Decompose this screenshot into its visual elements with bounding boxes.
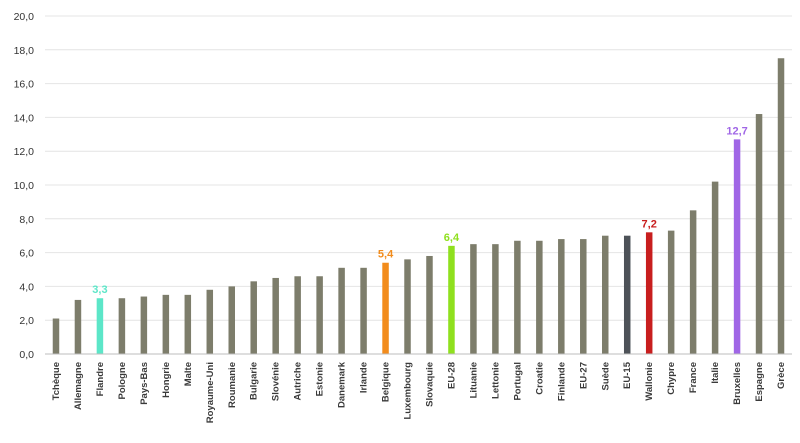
bar bbox=[404, 259, 411, 354]
bar bbox=[426, 255, 433, 354]
x-tick-label: Pays-Bas bbox=[139, 362, 150, 405]
x-tick-label: Espagne bbox=[754, 362, 765, 402]
y-tick-label: 20,0 bbox=[14, 11, 35, 23]
bar bbox=[338, 267, 345, 354]
x-tick-label: Lettonie bbox=[490, 362, 501, 399]
y-tick-label: 4,0 bbox=[19, 281, 34, 293]
x-tick-label: Slovaquie bbox=[424, 362, 435, 407]
x-tick-label: Suède bbox=[600, 362, 611, 391]
bar bbox=[470, 244, 477, 354]
bar bbox=[52, 318, 60, 354]
bar bbox=[667, 230, 675, 354]
x-tick-label: Flandre bbox=[95, 362, 106, 396]
y-tick-label: 0,0 bbox=[19, 349, 34, 361]
bar bbox=[206, 289, 214, 354]
y-axis-ticks: 0,0 2,0 4,0 6,0 8,0 10,0 12,0 14,0 16,0 18,0 20,0 bbox=[14, 11, 35, 361]
x-tick-label: Grèce bbox=[776, 362, 787, 389]
bar bbox=[602, 235, 609, 354]
x-tick-label: Bruxelles bbox=[732, 362, 743, 405]
bar bbox=[140, 296, 148, 354]
bar bbox=[316, 276, 323, 354]
data-label: 12,7 bbox=[726, 125, 747, 137]
bar bbox=[777, 58, 785, 354]
x-tick-label: Danemark bbox=[337, 361, 348, 408]
x-tick-label: Finlande bbox=[556, 362, 567, 401]
bar bbox=[96, 298, 104, 354]
bar bbox=[733, 139, 741, 354]
x-tick-label: EU-15 bbox=[622, 361, 633, 389]
bar bbox=[514, 240, 521, 354]
y-tick-label: 10,0 bbox=[14, 180, 35, 192]
bar bbox=[580, 239, 587, 354]
bar bbox=[294, 276, 301, 354]
x-tick-label: Luxembourg bbox=[403, 362, 414, 420]
y-tick-label: 16,0 bbox=[14, 79, 35, 91]
data-labels: 3,3 5,4 6,4 7,2 12,7 bbox=[92, 125, 748, 296]
data-label: 5,4 bbox=[378, 249, 394, 261]
y-tick-label: 18,0 bbox=[14, 45, 35, 57]
bar bbox=[623, 235, 631, 354]
x-tick-label: Croatie bbox=[534, 362, 545, 395]
bar bbox=[536, 240, 543, 354]
bar bbox=[250, 281, 257, 354]
bar bbox=[360, 267, 367, 354]
bar bbox=[272, 277, 279, 354]
x-tick-label: Allemagne bbox=[73, 362, 84, 410]
x-tick-label: Wallonie bbox=[644, 362, 655, 401]
y-tick-label: 14,0 bbox=[14, 112, 35, 124]
bar bbox=[711, 181, 719, 354]
x-tick-label: Slovénie bbox=[271, 362, 282, 401]
bar bbox=[448, 245, 455, 354]
x-tick-label: Irlande bbox=[359, 362, 370, 393]
y-tick-label: 12,0 bbox=[14, 146, 35, 158]
bar bbox=[228, 286, 235, 354]
x-tick-label: Tchèque bbox=[51, 362, 62, 400]
x-tick-label: Portugal bbox=[512, 362, 523, 401]
gridlines bbox=[45, 15, 792, 321]
x-axis-ticks: Tchèque Allemagne Flandre Pologne Pays-Bas Ho… bbox=[51, 361, 787, 423]
data-label: 3,3 bbox=[92, 284, 107, 296]
x-tick-label: France bbox=[688, 362, 699, 393]
bar bbox=[184, 294, 192, 354]
y-tick-label: 8,0 bbox=[19, 214, 34, 226]
x-tick-label: Malte bbox=[183, 362, 194, 386]
x-tick-label: Royaume-Uni bbox=[205, 362, 216, 423]
bar bbox=[118, 298, 126, 354]
x-tick-label: Hongrie bbox=[161, 362, 172, 398]
bar bbox=[755, 114, 763, 355]
bar bbox=[645, 232, 653, 354]
bars bbox=[52, 58, 785, 355]
y-tick-label: 2,0 bbox=[19, 315, 34, 327]
bar bbox=[558, 239, 565, 354]
x-tick-label: EU-28 bbox=[446, 362, 457, 389]
x-tick-label: Italie bbox=[710, 362, 721, 384]
x-tick-label: EU-27 bbox=[578, 362, 589, 389]
x-tick-label: Belgique bbox=[381, 362, 392, 402]
x-tick-label: Roumanie bbox=[227, 362, 238, 408]
x-tick-label: Pologne bbox=[117, 362, 128, 399]
x-tick-label: Chypre bbox=[666, 362, 677, 395]
bar bbox=[382, 262, 389, 354]
x-tick-label: Estonie bbox=[315, 362, 326, 396]
bar bbox=[492, 244, 499, 354]
x-tick-label: Lituanie bbox=[468, 362, 479, 398]
bar bbox=[162, 294, 170, 354]
x-tick-label: Autriche bbox=[293, 362, 304, 401]
bar bbox=[74, 299, 82, 354]
bar bbox=[689, 210, 697, 354]
x-tick-label: Bulgarie bbox=[249, 362, 260, 400]
data-label: 7,2 bbox=[642, 218, 657, 230]
data-label: 6,4 bbox=[444, 232, 460, 244]
y-tick-label: 6,0 bbox=[19, 248, 34, 260]
